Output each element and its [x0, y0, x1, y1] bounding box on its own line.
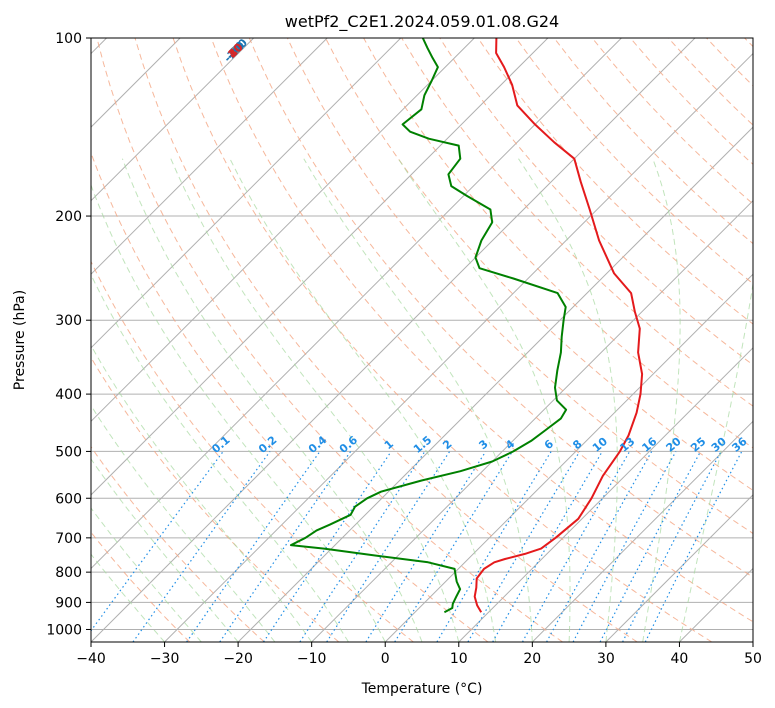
x-tick-label: 10 — [450, 651, 468, 667]
y-axis-label: Pressure (hPa) — [12, 290, 28, 390]
moist-adiabat-line — [91, 273, 349, 642]
moist-adiabat-line — [91, 507, 202, 642]
isotherm-line — [458, 347, 753, 642]
x-tick-label: 40 — [670, 651, 688, 667]
x-tick-label: −10 — [297, 651, 327, 667]
moist-adiabat-line — [121, 158, 423, 642]
isotherm-line — [384, 273, 753, 642]
mixing-ratio-line — [326, 451, 451, 642]
moist-adiabat-line — [678, 280, 753, 642]
dry-adiabat-line — [515, 38, 753, 285]
moist-adiabat-line — [518, 158, 618, 642]
isotherm-line — [91, 38, 622, 570]
axis-ticks: −40 −30 −20 −10 0 10 20 30 40 50 100 200 300 400 500 60… — [46, 31, 762, 667]
moist-adiabat-line — [91, 183, 386, 642]
moist-adiabat-line — [397, 158, 571, 642]
y-tick-label: 800 — [55, 565, 82, 581]
chart-title: wetPf2_C2E1.2024.059.01.08.G24 — [285, 12, 559, 32]
x-axis-label: Temperature (°C) — [361, 681, 483, 697]
dry-adiabat-line — [325, 38, 753, 491]
mixing-ratio-line — [394, 451, 513, 642]
mixing-ratio-line — [262, 451, 392, 642]
x-tick-label: 0 — [381, 651, 390, 667]
dry-adiabat-line — [248, 38, 753, 578]
mixing-ratio-line — [186, 451, 321, 642]
x-tick-label: 20 — [523, 651, 541, 667]
y-tick-label: 100 — [55, 31, 82, 47]
mixing-ratio-line — [546, 451, 653, 642]
mixing-ratio-line — [436, 451, 552, 642]
x-tick-label: 50 — [744, 651, 762, 667]
isotherm-line — [91, 38, 255, 202]
isotherm-line — [605, 494, 753, 642]
x-tick-label: −20 — [223, 651, 253, 667]
dry-adiabat-line — [210, 38, 753, 623]
x-tick-label: −30 — [150, 651, 180, 667]
dry-adiabat-line — [286, 38, 753, 535]
mixing-ratio-line — [219, 451, 352, 642]
isotherm-line — [237, 126, 753, 642]
isotherm-line — [164, 52, 753, 642]
moist-adiabat-line — [91, 344, 313, 642]
dry-adiabat-line — [91, 445, 265, 642]
x-tick-label: 30 — [597, 651, 615, 667]
dry-adiabat-line — [91, 260, 414, 642]
moist-adiabat-line — [642, 158, 681, 642]
y-tick-label: 500 — [55, 444, 82, 460]
moist-adiabat-line — [170, 158, 460, 642]
moist-adiabat-line — [91, 404, 276, 642]
mixing-ratio-line — [132, 451, 271, 642]
y-tick-label: 700 — [55, 531, 82, 547]
moist-adiabat-line — [91, 553, 165, 642]
isotherm-line — [91, 38, 328, 275]
mixing-ratio-line — [365, 451, 487, 642]
y-tick-label: 1000 — [46, 623, 82, 639]
y-tick-label: 200 — [55, 209, 82, 225]
y-tick-label: 900 — [55, 595, 82, 611]
dry-adiabat-line — [96, 38, 563, 642]
y-tick-label: 400 — [55, 387, 82, 403]
y-tick-label: 300 — [55, 313, 82, 329]
dewpoint-profile-line — [289, 38, 568, 614]
isotherm-line — [91, 38, 402, 349]
isotherm-line — [531, 420, 753, 642]
y-tick-label: 600 — [55, 491, 82, 507]
temperature-profile-line — [473, 38, 644, 613]
mixing-ratio-line — [299, 451, 426, 642]
x-tick-label: −40 — [76, 651, 106, 667]
moist-adiabat-line — [303, 158, 533, 642]
isotherm-line — [91, 38, 475, 423]
plot-frame — [90, 37, 754, 643]
mixing-ratio-line — [467, 451, 581, 642]
sounding-profiles — [289, 38, 644, 614]
isotherm-line — [91, 38, 549, 496]
dry-adiabat-line — [172, 38, 713, 642]
mixing-ratio-line — [572, 451, 677, 642]
background-lines — [91, 38, 753, 642]
dry-adiabat-line — [134, 38, 638, 642]
